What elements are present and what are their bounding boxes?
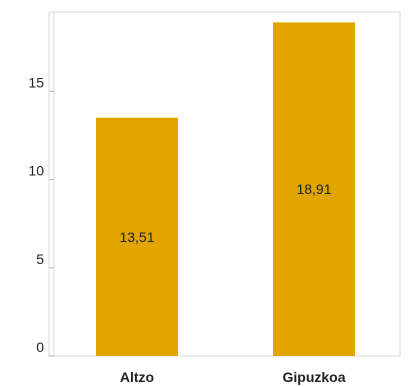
data-label: 18,91 bbox=[296, 181, 331, 197]
plot-frame bbox=[48, 11, 401, 357]
bar-altzo bbox=[96, 117, 178, 357]
bars bbox=[96, 22, 355, 357]
y-tick-label: 5 bbox=[36, 251, 44, 267]
x-axis: Altzo Gipuzkoa bbox=[120, 369, 346, 385]
x-category-label: Altzo bbox=[120, 369, 154, 385]
bar-gipuzkoa bbox=[273, 22, 355, 357]
data-label: 13,51 bbox=[119, 229, 154, 245]
x-category-label: Gipuzkoa bbox=[282, 369, 345, 385]
y-tick-label: 10 bbox=[28, 163, 44, 179]
y-tick-label: 0 bbox=[36, 339, 44, 355]
y-axis: 0 5 10 15 bbox=[28, 12, 55, 357]
y-tick-label: 15 bbox=[28, 74, 44, 90]
data-labels: 13,51 18,91 bbox=[119, 181, 331, 245]
